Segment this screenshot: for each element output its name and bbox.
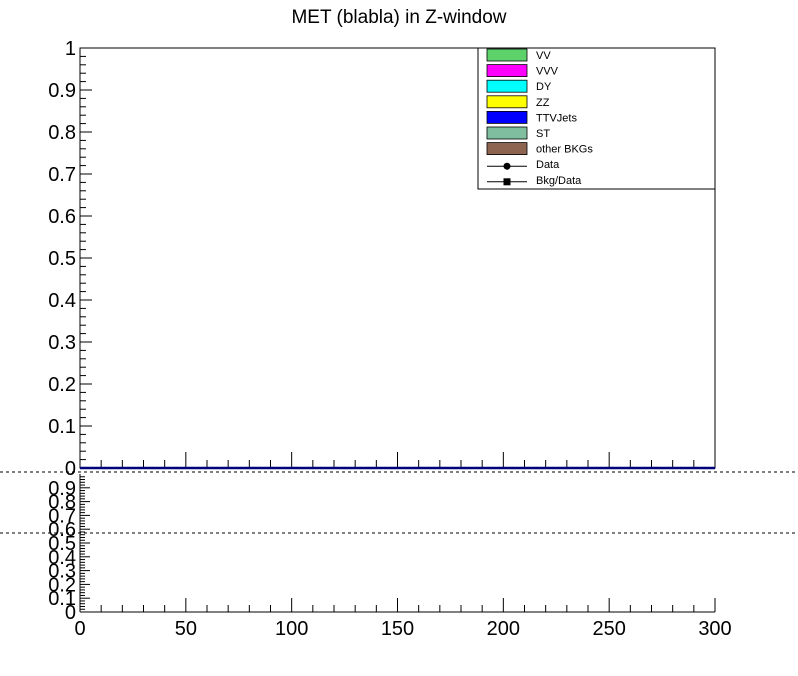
ratio-x-tick-label: 200 bbox=[487, 618, 520, 640]
legend-swatch bbox=[486, 48, 528, 62]
ratio-y-tick-label: 0.4 bbox=[48, 547, 76, 569]
main-y-tick-label: 0.5 bbox=[48, 248, 76, 270]
legend-label: Bkg/Data bbox=[536, 175, 582, 187]
legend-label: Data bbox=[536, 159, 560, 171]
legend-label: VV bbox=[536, 50, 551, 62]
legend-label: VVV bbox=[536, 66, 559, 78]
ratio-y-tick-label: 0.2 bbox=[48, 574, 76, 596]
main-y-tick-label: 0.3 bbox=[48, 332, 76, 354]
plot-title: MET (blabla) in Z-window bbox=[291, 7, 506, 28]
ratio-x-tick-label: 100 bbox=[275, 618, 308, 640]
ratio-y-tick-label: 0 bbox=[65, 602, 76, 624]
legend-label: DY bbox=[536, 81, 552, 93]
ratio-x-tick-label: 150 bbox=[381, 618, 414, 640]
main-y-tick-label: 0.2 bbox=[48, 374, 76, 396]
ratio-y-axis: 00.10.20.30.40.50.60.70.80.9 bbox=[48, 476, 90, 624]
legend-marker-dot bbox=[503, 162, 511, 170]
main-y-tick-label: 0.1 bbox=[48, 416, 76, 438]
ratio-pad: 00.10.20.30.40.50.60.70.80.9 0 50 100 150 20… bbox=[48, 474, 732, 640]
legend-swatch bbox=[486, 142, 528, 156]
ratio-x-tick-label: 300 bbox=[698, 618, 731, 640]
legend-swatch bbox=[486, 64, 528, 77]
legend-swatch bbox=[486, 126, 528, 140]
main-y-tick-label: 0.8 bbox=[48, 122, 76, 144]
ratio-y-tick-label: 0.7 bbox=[48, 505, 76, 527]
legend-marker-square bbox=[503, 178, 511, 186]
legend-label: TTVJets bbox=[536, 112, 577, 124]
main-y-tick-label: 0 bbox=[65, 458, 76, 480]
legend-label: other BKGs bbox=[536, 144, 593, 156]
main-x-ticks bbox=[79, 452, 716, 468]
main-y-tick-label: 1 bbox=[65, 38, 76, 60]
legend-label: ZZ bbox=[536, 97, 550, 109]
ratio-y-tick-label: 0.8 bbox=[48, 492, 76, 514]
ratio-y-tick-label: 0.1 bbox=[48, 588, 76, 610]
legend-swatch bbox=[486, 111, 528, 124]
ratio-y-tick-label: 0.5 bbox=[48, 533, 76, 555]
main-y-tick-label: 0.7 bbox=[48, 164, 76, 186]
legend-label: ST bbox=[536, 128, 550, 140]
ratio-x-tick-label: 50 bbox=[175, 618, 197, 640]
ratio-y-tick-label: 0.3 bbox=[48, 561, 76, 583]
main-y-tick-label: 0.6 bbox=[48, 206, 76, 228]
main-y-tick-label: 0.9 bbox=[48, 80, 76, 102]
ratio-x-tick-label: 0 bbox=[74, 618, 85, 640]
ratio-x-axis: 0 50 100 150 200 250 300 bbox=[74, 598, 732, 640]
ratio-y-tick-label: 0.9 bbox=[48, 478, 76, 500]
legend-swatch bbox=[486, 95, 528, 109]
ratio-y-tick-label: 0.6 bbox=[48, 519, 76, 541]
ratio-x-tick-label: 250 bbox=[592, 618, 625, 640]
main-y-tick-label: 0.4 bbox=[48, 290, 76, 312]
legend-swatch bbox=[486, 79, 528, 93]
